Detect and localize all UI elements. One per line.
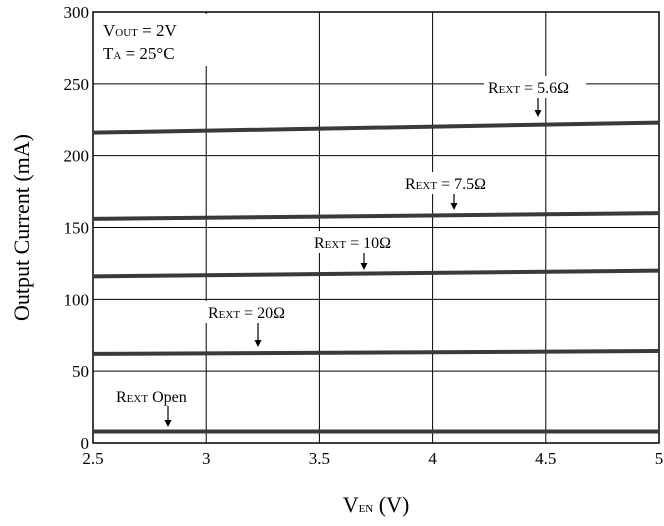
- series-line-rext-10: [92, 268, 660, 279]
- label-background: [96, 14, 216, 66]
- x-tick-label: 2.5: [82, 449, 103, 468]
- label-rext-20: REXT = 20Ω: [208, 305, 285, 322]
- x-tick-label: 3.5: [309, 449, 330, 468]
- x-tick-label: 3: [202, 449, 211, 468]
- x-tick-label: 4: [428, 449, 437, 468]
- label-background: [400, 172, 494, 194]
- y-tick-label: 150: [64, 219, 90, 238]
- y-tick-label: 300: [64, 3, 90, 22]
- x-tick-label: 4.5: [535, 449, 556, 468]
- arrow-down-icon: [254, 340, 262, 347]
- label-background: [484, 76, 586, 98]
- series-line-rext-20: [92, 349, 660, 356]
- y-tick-label: 250: [64, 75, 90, 94]
- y-tick-label: 0: [81, 434, 90, 453]
- condition-vout: VOUT = 2V: [103, 21, 177, 40]
- label-background: [302, 231, 392, 253]
- label-rext-7-5: REXT = 7.5Ω: [405, 176, 486, 193]
- plot-frame: [92, 11, 660, 444]
- series-line-rext-5-6: [92, 120, 660, 135]
- arrow-down-icon: [164, 420, 172, 427]
- x-tick-label: 5: [655, 449, 664, 468]
- arrow-down-icon: [450, 203, 458, 210]
- arrow-down-icon: [534, 110, 542, 117]
- label-rext-open: REXT Open: [116, 389, 187, 406]
- label-background: [112, 384, 200, 408]
- arrow-down-icon: [360, 263, 368, 270]
- series-line-rext-7-5: [92, 211, 660, 221]
- y-tick-label: 50: [72, 362, 89, 381]
- y-tick-label: 100: [64, 290, 90, 309]
- y-axis-title: Output Current (mA): [9, 134, 34, 321]
- condition-ta: TA = 25°C: [103, 44, 175, 63]
- x-axis-title: VEN (V): [343, 492, 410, 517]
- label-background: [204, 301, 298, 323]
- label-rext-5-6: REXT = 5.6Ω: [488, 80, 569, 97]
- label-rext-10: REXT = 10Ω: [314, 235, 391, 252]
- y-tick-label: 200: [64, 147, 90, 166]
